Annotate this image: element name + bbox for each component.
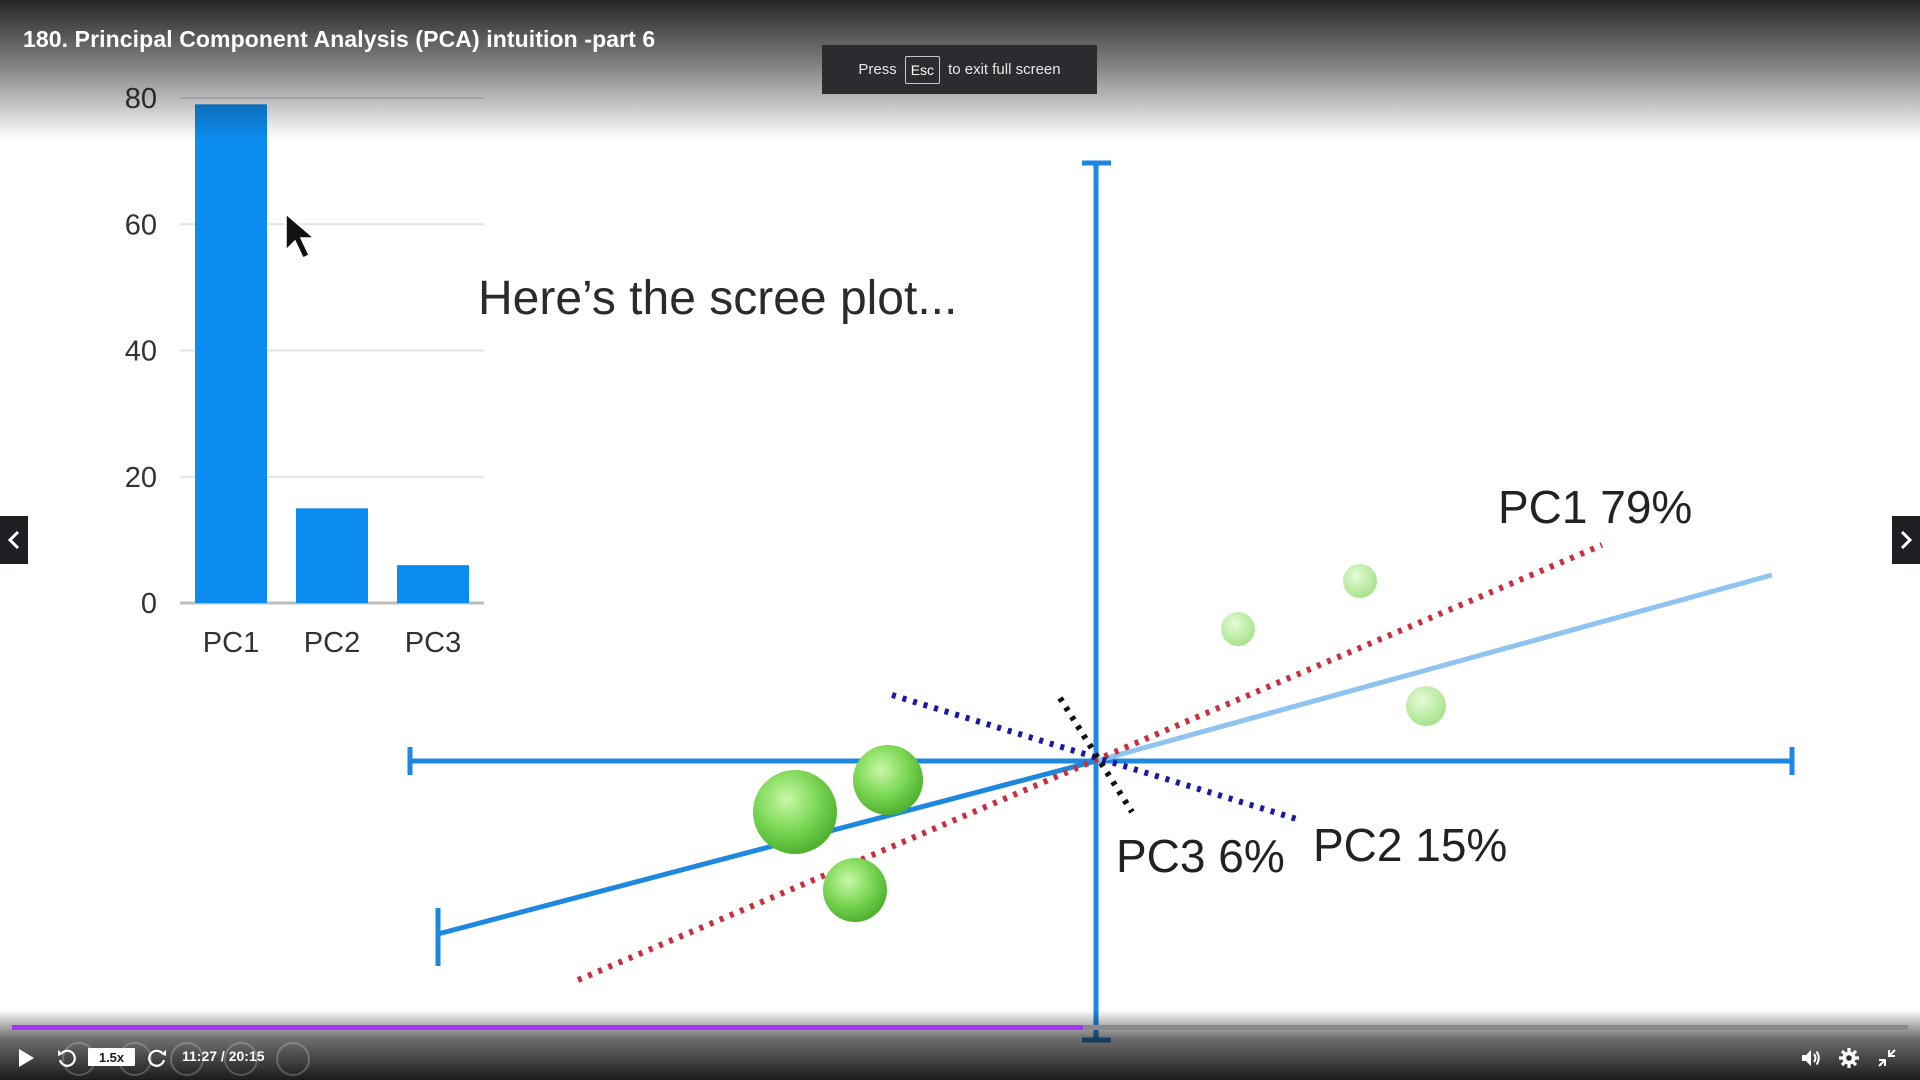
pc1-line [576, 542, 1604, 983]
previous-lecture-button[interactable] [0, 516, 28, 564]
ghost-control [224, 1042, 258, 1076]
depth-axis-front [437, 758, 1097, 937]
ghost-control [276, 1042, 310, 1076]
chevron-right-icon [1900, 530, 1913, 550]
toast-suffix: to exit full screen [948, 61, 1061, 78]
toast-prefix: Press [858, 61, 897, 78]
data-point [753, 770, 837, 854]
video-title: 180. Principal Component Analysis (PCA) … [23, 26, 656, 52]
data-point [853, 745, 923, 815]
y-tick-label: 0 [141, 588, 157, 620]
ghost-control [170, 1042, 204, 1076]
control-bar: 1.5x 11:27 / 20:15 [0, 1040, 1920, 1076]
x-tick-label: PC1 [203, 627, 259, 659]
slide-caption: Here’s the scree plot... [478, 272, 957, 325]
y-tick-label: 40 [125, 336, 157, 368]
bottom-overlay [0, 1010, 1920, 1080]
esc-key: Esc [904, 55, 941, 84]
fullscreen-toast: Press Esc to exit full screen [822, 45, 1097, 94]
time-readout: 11:27 / 20:15 [182, 1048, 265, 1064]
exit-fullscreen-icon [1878, 1049, 1896, 1067]
exit-fullscreen-button[interactable] [1874, 1046, 1900, 1070]
progress-fill [12, 1025, 1084, 1030]
pc2-line [891, 692, 1301, 823]
data-point [1221, 612, 1255, 646]
gear-icon [1839, 1048, 1859, 1068]
mouse-cursor-icon [285, 212, 317, 260]
pca-axes [407, 160, 1795, 1043]
bar-pc2 [296, 508, 368, 603]
x-tick-label: PC3 [405, 627, 461, 659]
forward-icon [148, 1049, 166, 1067]
progress-bar[interactable] [12, 1025, 1908, 1030]
pc2-label: PC2 15% [1313, 819, 1507, 871]
pc3-line [1057, 696, 1135, 814]
scree-plot: 020406080PC1PC2PC3 [125, 83, 484, 659]
y-tick-label: 60 [125, 209, 157, 241]
bar-pc3 [397, 565, 469, 603]
pc1-label: PC1 79% [1498, 481, 1692, 533]
volume-icon [1802, 1050, 1820, 1066]
data-point [823, 858, 887, 922]
y-tick-label: 20 [125, 462, 157, 494]
settings-button[interactable] [1836, 1046, 1862, 1070]
playback-speed-button[interactable]: 1.5x [88, 1048, 135, 1066]
forward-button[interactable] [144, 1046, 170, 1070]
bar-pc1 [195, 104, 267, 603]
volume-button[interactable] [1798, 1046, 1824, 1070]
play-button[interactable] [12, 1046, 40, 1070]
pc3-label: PC3 6% [1116, 830, 1285, 882]
next-lecture-button[interactable] [1892, 516, 1920, 564]
depth-axis-back [1095, 572, 1773, 764]
data-point [1406, 686, 1446, 726]
x-tick-label: PC2 [304, 627, 360, 659]
chevron-left-icon [7, 530, 20, 550]
play-icon [19, 1049, 34, 1067]
data-point [1343, 564, 1377, 598]
